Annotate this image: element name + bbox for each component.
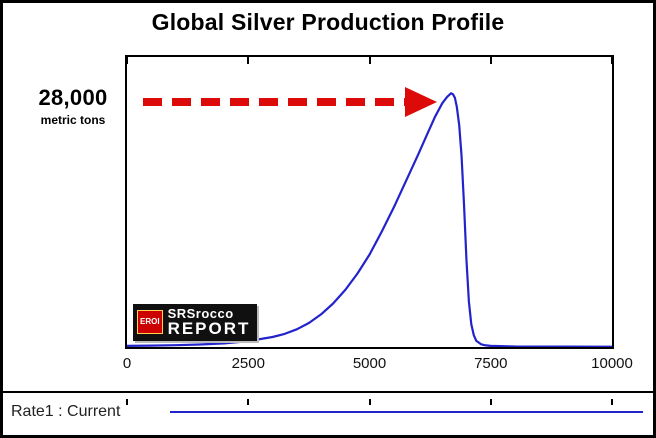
peak-annotation: 28,000 metric tons xyxy=(23,85,123,127)
x-tick-top xyxy=(126,57,128,64)
x-tick-top xyxy=(611,57,613,64)
x-tick-top xyxy=(489,57,492,64)
x-tick-bottom xyxy=(247,399,250,405)
legend-label: Rate1 : Current xyxy=(11,403,121,420)
x-axis-labels: 0 2500 5000 7500 10000 xyxy=(123,355,633,375)
x-tick-top xyxy=(247,57,250,64)
x-tick-bottom xyxy=(126,399,128,405)
x-tick-label: 7500 xyxy=(474,355,508,372)
x-tick-top xyxy=(368,57,371,64)
x-tick-bottom xyxy=(368,399,371,405)
x-tick-bottom xyxy=(489,399,492,405)
legend-separator xyxy=(3,391,653,393)
x-tick-label: 5000 xyxy=(352,355,387,372)
plot-area: EROI SRSrocco REPORT xyxy=(125,55,614,405)
x-tick-label: 2500 xyxy=(231,355,265,372)
peak-annotation-unit: metric tons xyxy=(40,113,106,127)
chart-title: Global Silver Production Profile xyxy=(151,9,505,35)
x-tick-label: 0 xyxy=(122,355,132,372)
logo-line2: REPORT xyxy=(167,319,251,339)
peak-annotation-value: 28,000 xyxy=(38,85,108,110)
x-tick-label: 10000 xyxy=(591,355,633,372)
srsrocco-logo: EROI SRSrocco REPORT xyxy=(133,303,258,341)
eroi-badge-icon: EROI xyxy=(137,310,163,335)
legend: Rate1 : Current xyxy=(11,399,643,425)
logo-line1: SRSrocco xyxy=(167,305,234,321)
legend-line-swatch xyxy=(170,411,643,413)
x-tick-bottom xyxy=(611,399,613,405)
